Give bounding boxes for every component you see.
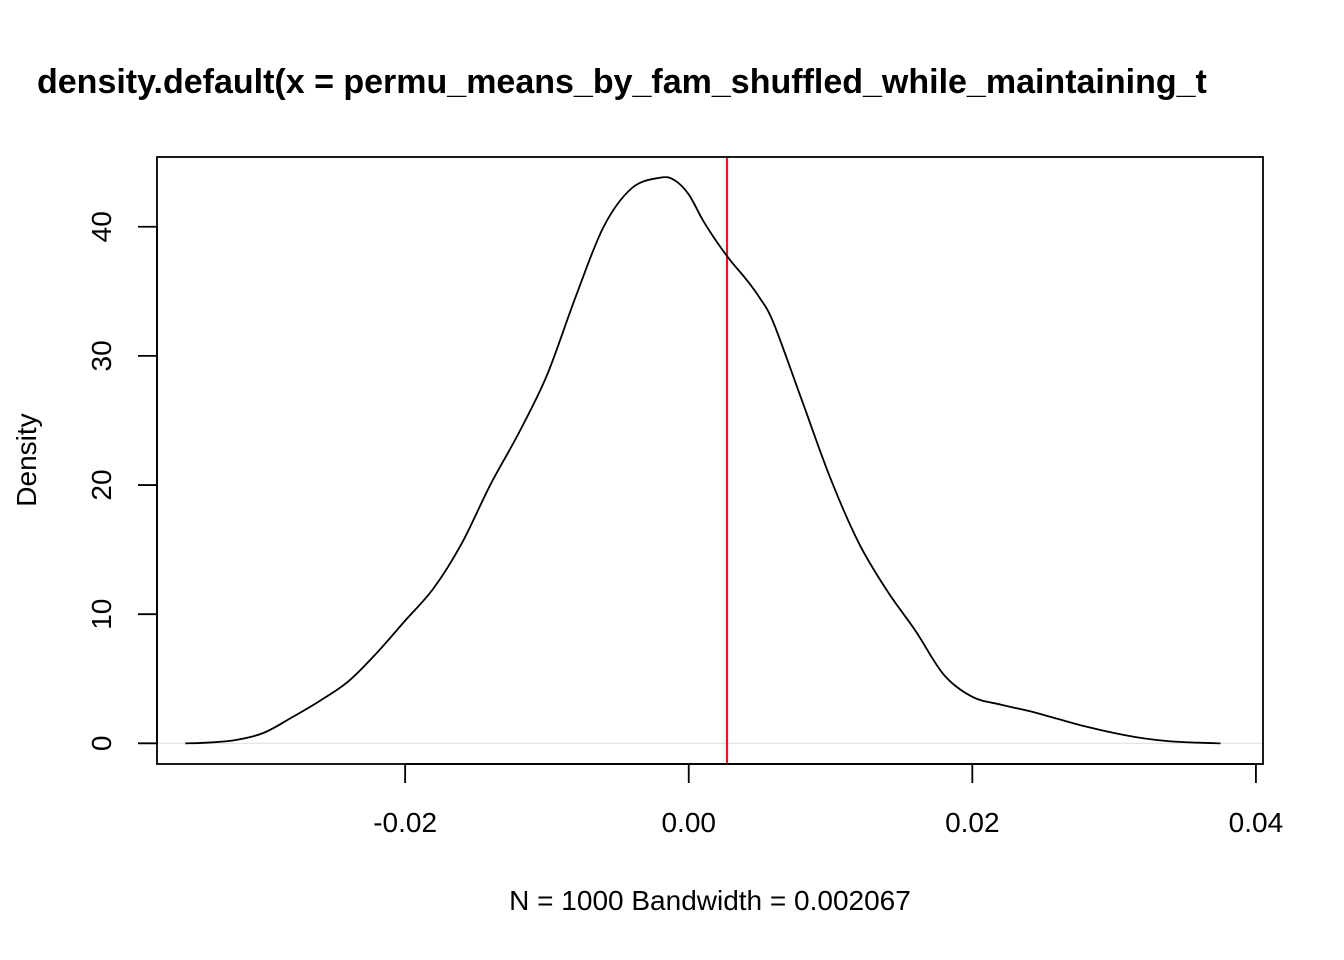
x-tick-label: 0.02	[945, 807, 1000, 838]
y-tick-label: 0	[86, 736, 117, 752]
x-tick-label: -0.02	[373, 807, 437, 838]
chart-title: density.default(x = permu_means_by_fam_s…	[37, 63, 1207, 101]
y-axis: 0 10 20 30 40	[86, 211, 158, 752]
x-axis-label: N = 1000 Bandwidth = 0.002067	[509, 885, 911, 916]
x-axis: -0.02 0.00 0.02 0.04	[373, 763, 1284, 838]
y-axis-label: Density	[11, 413, 42, 506]
y-tick-label: 40	[86, 211, 117, 242]
plot-frame	[156, 156, 1264, 765]
y-tick-label: 20	[86, 469, 117, 500]
x-tick-label: 0.04	[1229, 807, 1284, 838]
y-tick-label: 10	[86, 599, 117, 630]
y-tick-label: 30	[86, 340, 117, 371]
density-curve	[185, 176, 1221, 745]
x-tick-label: 0.00	[661, 807, 716, 838]
